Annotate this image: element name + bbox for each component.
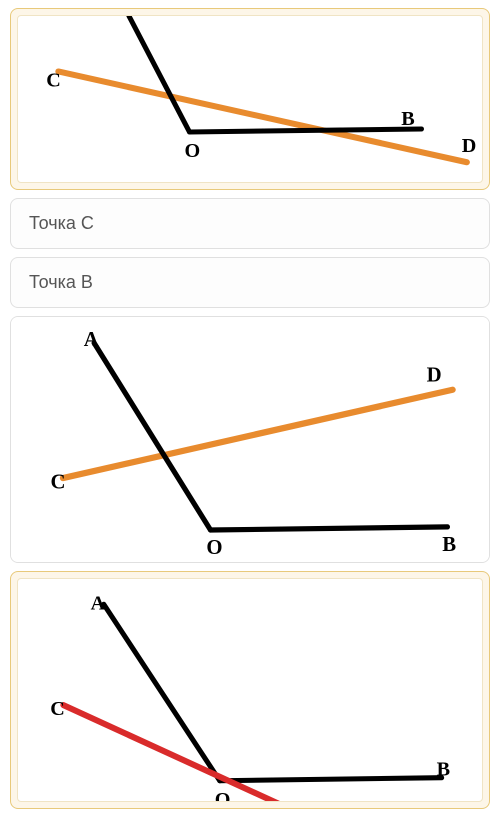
diagram-2-svg: A C O B D: [11, 317, 489, 561]
line-cd: [63, 705, 305, 801]
label-d: D: [427, 364, 442, 387]
label-c: C: [50, 471, 65, 494]
option-point-c[interactable]: Точка C: [10, 198, 490, 249]
line-ob: [220, 777, 442, 780]
label-b: B: [442, 533, 456, 556]
label-d: D: [462, 135, 477, 157]
option-point-b[interactable]: Точка B: [10, 257, 490, 308]
line-ao: [129, 16, 190, 132]
label-c: C: [50, 698, 65, 720]
label-c: C: [46, 70, 61, 92]
label-o: O: [215, 789, 231, 801]
line-ob: [211, 527, 448, 530]
label-a: A: [91, 592, 106, 614]
diagram-3: A C O B: [17, 578, 483, 802]
label-b: B: [437, 758, 450, 780]
diagram-card-3[interactable]: A C O B: [10, 571, 490, 809]
diagram-3-svg: A C O B: [18, 579, 482, 801]
line-cd: [63, 390, 453, 478]
diagram-1-svg: C O B D: [18, 16, 482, 182]
diagram-1: C O B D: [17, 15, 483, 183]
diagram-2: A C O B D: [11, 317, 489, 561]
option-label: Точка B: [29, 272, 93, 292]
option-label: Точка C: [29, 213, 94, 233]
line-ao: [104, 604, 220, 781]
diagram-card-2[interactable]: A C O B D: [10, 316, 490, 562]
line-ob: [189, 129, 421, 132]
label-o: O: [206, 536, 222, 559]
diagram-card-1[interactable]: C O B D: [10, 8, 490, 190]
label-a: A: [84, 329, 99, 352]
label-b: B: [401, 108, 414, 130]
line-ao: [94, 343, 210, 530]
label-o: O: [184, 140, 200, 162]
